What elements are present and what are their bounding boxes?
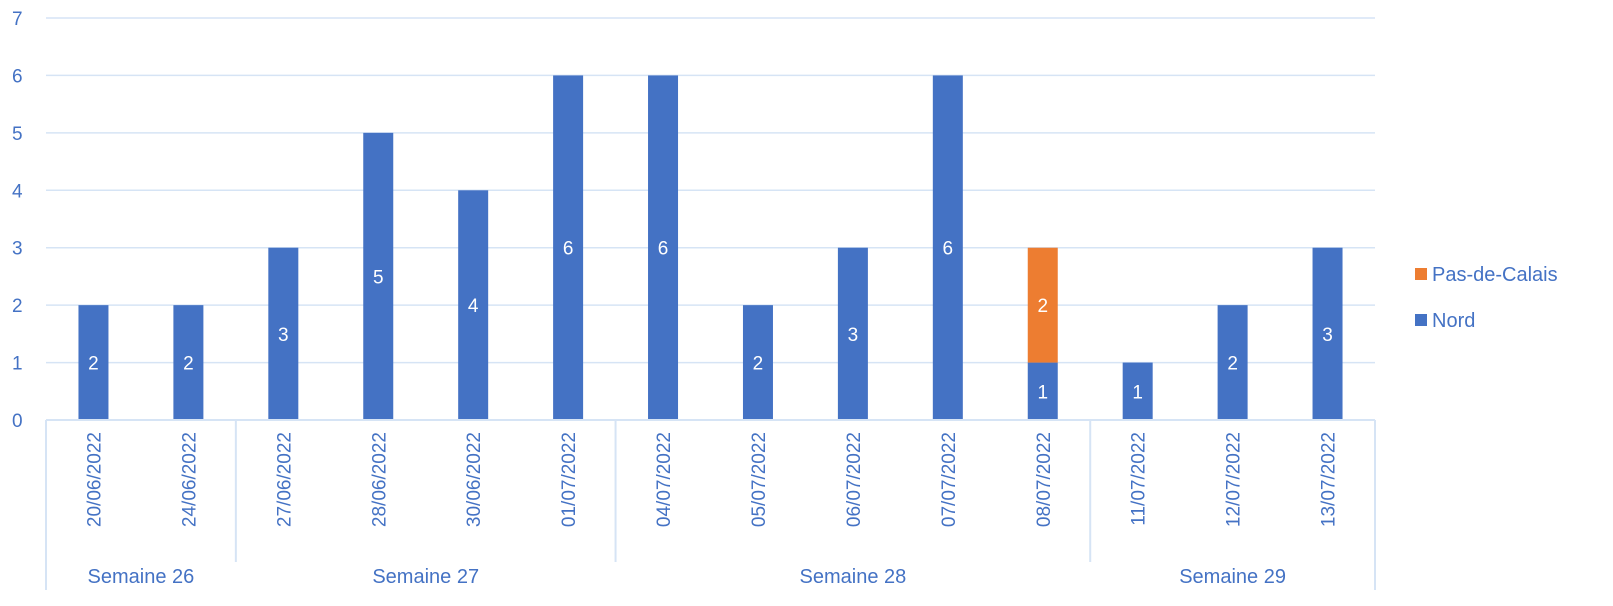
data-label: 3	[278, 325, 289, 346]
bar-nord	[1217, 305, 1248, 420]
bar-nord	[1122, 362, 1153, 420]
y-tick-label: 2	[12, 296, 23, 317]
data-label: 2	[183, 354, 194, 375]
x-tick-label: 04/07/2022	[654, 432, 675, 527]
gridlines	[46, 17, 1375, 364]
y-tick-label: 4	[12, 181, 23, 202]
data-label: 3	[848, 325, 859, 346]
data-label: 2	[1037, 296, 1048, 317]
x-axis: 20/06/2022 24/06/2022 27/06/2022 28/06/2022…	[45, 419, 1376, 590]
x-tick-label: 24/06/2022	[179, 432, 200, 527]
x-tick-label: 11/07/2022	[1129, 432, 1150, 526]
legend-label: Nord	[1432, 310, 1475, 332]
y-tick-label: 7	[12, 9, 23, 30]
legend-swatch	[1415, 314, 1427, 326]
bar-nord	[648, 75, 679, 420]
x-tick-label: 01/07/2022	[559, 432, 580, 527]
bar-nord	[1027, 362, 1058, 420]
bar-nord	[78, 305, 109, 420]
data-label: 2	[88, 354, 99, 375]
data-label: 3	[1322, 325, 1333, 346]
x-tick-label: 13/07/2022	[1319, 432, 1340, 527]
x-tick-label: 30/06/2022	[464, 432, 485, 527]
x-group-label: Semaine 28	[800, 566, 907, 588]
data-label: 2	[753, 354, 764, 375]
data-label: 1	[1132, 382, 1143, 403]
data-label: 5	[373, 267, 384, 288]
bar-pas-de-calais	[1027, 247, 1058, 363]
y-axis-ticks: 0 1 2 3 4 5 6 7	[12, 9, 23, 432]
x-tick-label: 12/07/2022	[1224, 432, 1245, 527]
bar-nord	[837, 247, 868, 420]
data-label: 6	[563, 239, 574, 260]
x-tick-label: 28/06/2022	[369, 432, 390, 527]
data-label: 4	[468, 296, 479, 317]
data-label: 2	[1227, 354, 1238, 375]
bar-nord	[1312, 247, 1343, 420]
x-tick-label: 07/07/2022	[939, 432, 960, 527]
bar-nord	[363, 132, 394, 420]
x-tick-label: 20/06/2022	[84, 432, 105, 527]
legend: Pas-de-Calais Nord	[1415, 264, 1558, 332]
bar-nord	[173, 305, 204, 420]
x-tick-label: 08/07/2022	[1034, 432, 1055, 527]
x-group-label: Semaine 29	[1179, 566, 1286, 588]
data-label: 1	[1037, 382, 1048, 403]
x-tick-label: 05/07/2022	[749, 432, 770, 527]
bar-nord	[742, 305, 773, 420]
data-labels: 2 2 3 5 4 6 6 2 3 6 1 2 1 2 3	[88, 239, 1333, 404]
x-tick-label: 27/06/2022	[274, 432, 295, 527]
legend-swatch	[1415, 268, 1427, 280]
y-tick-label: 5	[12, 124, 23, 145]
bar-nord	[553, 75, 584, 420]
bars	[78, 75, 1343, 420]
y-tick-label: 3	[12, 239, 23, 260]
data-label: 6	[943, 239, 954, 260]
y-tick-label: 6	[12, 66, 23, 87]
x-tick-label: 06/07/2022	[844, 432, 865, 527]
data-label: 6	[658, 239, 669, 260]
bar-nord	[458, 190, 489, 420]
bar-nord	[932, 75, 963, 420]
legend-label: Pas-de-Calais	[1432, 264, 1558, 286]
y-tick-label: 0	[12, 411, 23, 432]
x-group-label: Semaine 26	[88, 566, 195, 588]
y-tick-label: 1	[12, 354, 23, 375]
bar-nord	[268, 247, 299, 420]
x-group-label: Semaine 27	[372, 566, 479, 588]
